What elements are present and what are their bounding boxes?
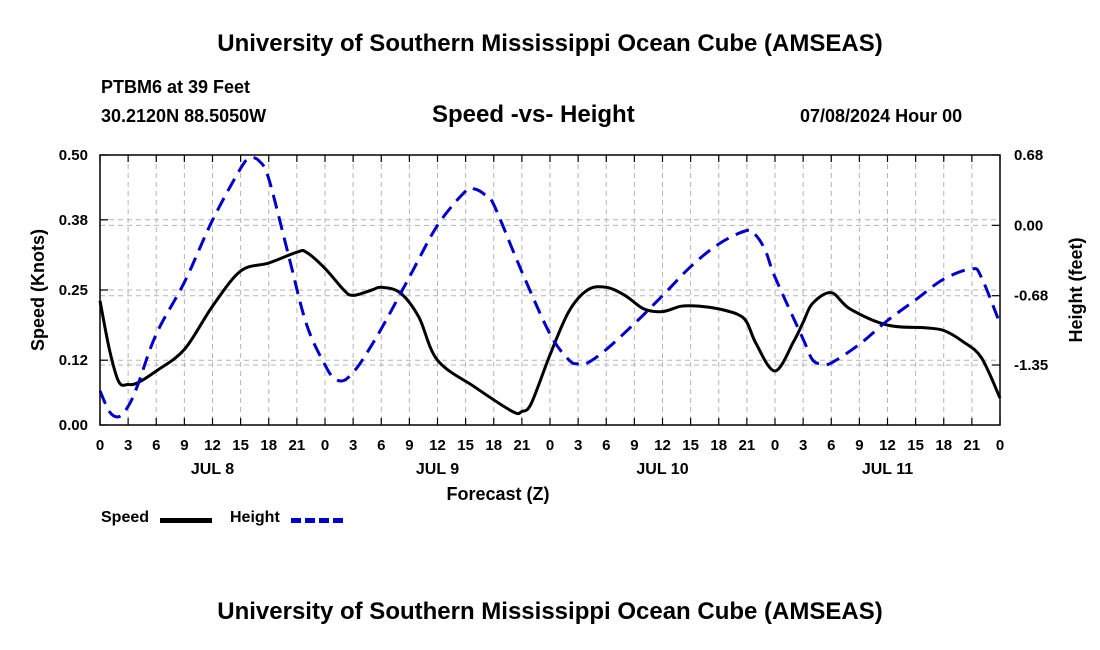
- x-tick-label: 0: [996, 437, 1004, 454]
- x-tick-label: 0: [96, 437, 104, 454]
- x-tick-label: 15: [457, 437, 474, 454]
- y-axis-right-label: Height (feet): [1066, 238, 1086, 343]
- x-tick-label: 12: [204, 437, 221, 454]
- x-tick-label: 18: [710, 437, 727, 454]
- x-tick-label: 15: [682, 437, 699, 454]
- x-tick-label: 0: [321, 437, 329, 454]
- x-tick-label: 18: [260, 437, 277, 454]
- y-right-tick-label: 0.68: [1014, 147, 1043, 164]
- x-tick-label: 21: [289, 437, 306, 454]
- x-tick-label: 9: [630, 437, 638, 454]
- bottom-title: University of Southern Mississippi Ocean…: [217, 598, 883, 625]
- y-right-tick-label: -1.35: [1014, 357, 1048, 374]
- x-tick-label: 6: [377, 437, 385, 454]
- axis-layer: 0 3 6 9 12 15 18 21 0 3 6 9 12 15 18 21 0 3 6 9 12 15 18 21 0 3 6 9…: [59, 147, 1048, 478]
- legend-swatch-height: [291, 518, 343, 523]
- x-tick-label: 12: [654, 437, 671, 454]
- y-left-tick-label: 0.00: [59, 417, 88, 434]
- legend-label-speed: Speed: [101, 509, 150, 526]
- y-axis-left-label: Speed (Knots): [28, 229, 48, 351]
- x-tick-label: 21: [964, 437, 981, 454]
- x-tick-label: 15: [232, 437, 249, 454]
- y-left-tick-label: 0.50: [59, 147, 88, 164]
- x-tick-label: 9: [180, 437, 188, 454]
- y-left-tick-label: 0.38: [59, 212, 88, 229]
- legend-label-height: Height: [230, 509, 280, 526]
- series-line-height: [98, 156, 1002, 419]
- series-layer: [98, 156, 1002, 419]
- x-tick-label: 21: [514, 437, 531, 454]
- x-tick-label: 3: [124, 437, 132, 454]
- station-label: PTBM6 at 39 Feet: [101, 77, 251, 97]
- x-tick-label: 12: [429, 437, 446, 454]
- day-label: JUL 11: [862, 461, 913, 478]
- y-right-tick-label: 0.00: [1014, 217, 1043, 234]
- y-left-tick-label: 0.12: [59, 352, 88, 369]
- x-tick-label: 21: [739, 437, 756, 454]
- day-label: JUL 9: [416, 461, 459, 478]
- y-left-tick-label: 0.25: [59, 282, 88, 299]
- x-tick-label: 18: [935, 437, 952, 454]
- x-tick-label: 6: [602, 437, 610, 454]
- y-right-tick-label: -0.68: [1014, 288, 1048, 305]
- x-tick-label: 12: [879, 437, 896, 454]
- x-tick-label: 9: [855, 437, 863, 454]
- x-tick-label: 6: [827, 437, 835, 454]
- x-tick-label: 3: [574, 437, 582, 454]
- x-tick-label: 0: [771, 437, 779, 454]
- x-tick-label: 3: [349, 437, 357, 454]
- x-tick-label: 18: [485, 437, 502, 454]
- x-axis-label: Forecast (Z): [446, 484, 549, 504]
- day-label: JUL 8: [191, 461, 234, 478]
- top-title: University of Southern Mississippi Ocean…: [217, 30, 883, 57]
- forecast-datetime: 07/08/2024 Hour 00: [800, 106, 963, 126]
- x-tick-label: 6: [152, 437, 160, 454]
- x-tick-label: 0: [546, 437, 554, 454]
- x-tick-label: 15: [907, 437, 924, 454]
- coordinates-label: 30.2120N 88.5050W: [101, 106, 267, 126]
- legend-swatch-speed: [160, 518, 212, 523]
- chart-title: Speed -vs- Height: [432, 101, 635, 128]
- series-line-speed: [98, 249, 1002, 416]
- x-tick-label: 3: [799, 437, 807, 454]
- day-label: JUL 10: [636, 461, 688, 478]
- x-tick-label: 9: [405, 437, 413, 454]
- grid-layer: [99, 154, 1001, 426]
